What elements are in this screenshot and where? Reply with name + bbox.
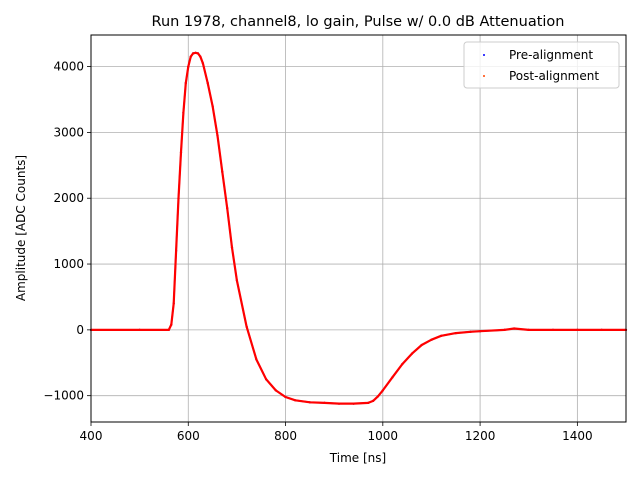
data-point [182, 111, 185, 114]
plot-area [89, 34, 628, 423]
data-point [206, 81, 209, 85]
data-point [284, 395, 287, 399]
plot-frame [90, 34, 627, 423]
data-point [479, 330, 482, 333]
data-point [255, 358, 258, 361]
legend: Pre-alignment Post-alignment [463, 41, 620, 89]
y-tick-label: 1000 [53, 257, 84, 271]
data-point [420, 343, 423, 347]
data-point [274, 389, 277, 392]
data-point [226, 207, 229, 210]
x-tick-label: 600 [177, 429, 200, 443]
data-point [372, 399, 375, 402]
x-axis-ticks: 400 600 800 1000 1200 1400 [80, 422, 593, 443]
data-point [323, 401, 326, 404]
series-layer [89, 51, 628, 405]
data-point [430, 338, 433, 341]
legend-marker-pre-alignment [483, 54, 485, 56]
data-point [192, 52, 195, 55]
data-point [265, 378, 268, 381]
x-tick-label: 1400 [562, 429, 593, 443]
x-tick-label: 1000 [368, 429, 399, 443]
y-axis-ticks: −1000 0 1000 2000 3000 4000 [43, 60, 91, 403]
y-tick-label: −1000 [43, 389, 84, 403]
data-point [401, 363, 404, 366]
data-point [381, 389, 384, 392]
x-tick-label: 1200 [465, 429, 496, 443]
data-point [172, 302, 175, 305]
data-point [177, 197, 180, 200]
y-tick-label: 0 [76, 323, 84, 337]
data-point [230, 246, 234, 249]
data-point [352, 402, 355, 405]
data-point [503, 328, 506, 331]
legend-label-pre-alignment: Pre-alignment [509, 48, 593, 62]
data-point [170, 323, 173, 326]
data-point [440, 334, 443, 337]
series-trace [89, 51, 628, 405]
series-post-alignment [89, 51, 628, 405]
data-point [308, 401, 311, 404]
data-point [337, 402, 341, 405]
legend-marker-post-alignment [483, 75, 485, 77]
legend-label-post-alignment: Post-alignment [509, 69, 599, 83]
chart-title: Run 1978, channel8, lo gain, Pulse w/ 0.… [152, 14, 565, 30]
data-point [187, 65, 190, 68]
data-point [600, 328, 603, 331]
data-point [221, 170, 224, 173]
data-point [391, 376, 394, 379]
data-point [513, 327, 516, 330]
data-point [189, 55, 192, 58]
data-point [551, 328, 555, 331]
data-point [194, 51, 197, 54]
data-point [199, 55, 202, 58]
y-tick-label: 2000 [53, 191, 84, 205]
data-point [469, 330, 472, 333]
data-point [216, 134, 219, 137]
data-point [367, 401, 370, 404]
x-axis-label: Time [ns] [329, 451, 386, 465]
grid [90, 35, 626, 422]
data-point [184, 81, 187, 85]
data-point [138, 328, 141, 331]
y-tick-label: 4000 [53, 60, 84, 74]
data-point [179, 151, 183, 154]
data-point [576, 328, 579, 331]
x-tick-label: 400 [80, 429, 103, 443]
x-tick-label: 800 [274, 429, 297, 443]
data-point [376, 395, 380, 398]
data-point [175, 249, 178, 252]
legend-box [463, 41, 620, 89]
data-point [527, 328, 530, 331]
data-point [245, 325, 248, 328]
data-point [410, 352, 414, 355]
data-point [167, 328, 170, 331]
plot-background [91, 35, 626, 422]
data-point [294, 399, 297, 402]
y-axis-label: Amplitude [ADC Counts] [14, 155, 28, 301]
y-tick-label: 3000 [53, 125, 84, 139]
data-point [196, 52, 200, 55]
data-point [201, 62, 204, 65]
data-point [454, 332, 457, 335]
data-point [235, 279, 238, 282]
data-point [211, 105, 214, 108]
